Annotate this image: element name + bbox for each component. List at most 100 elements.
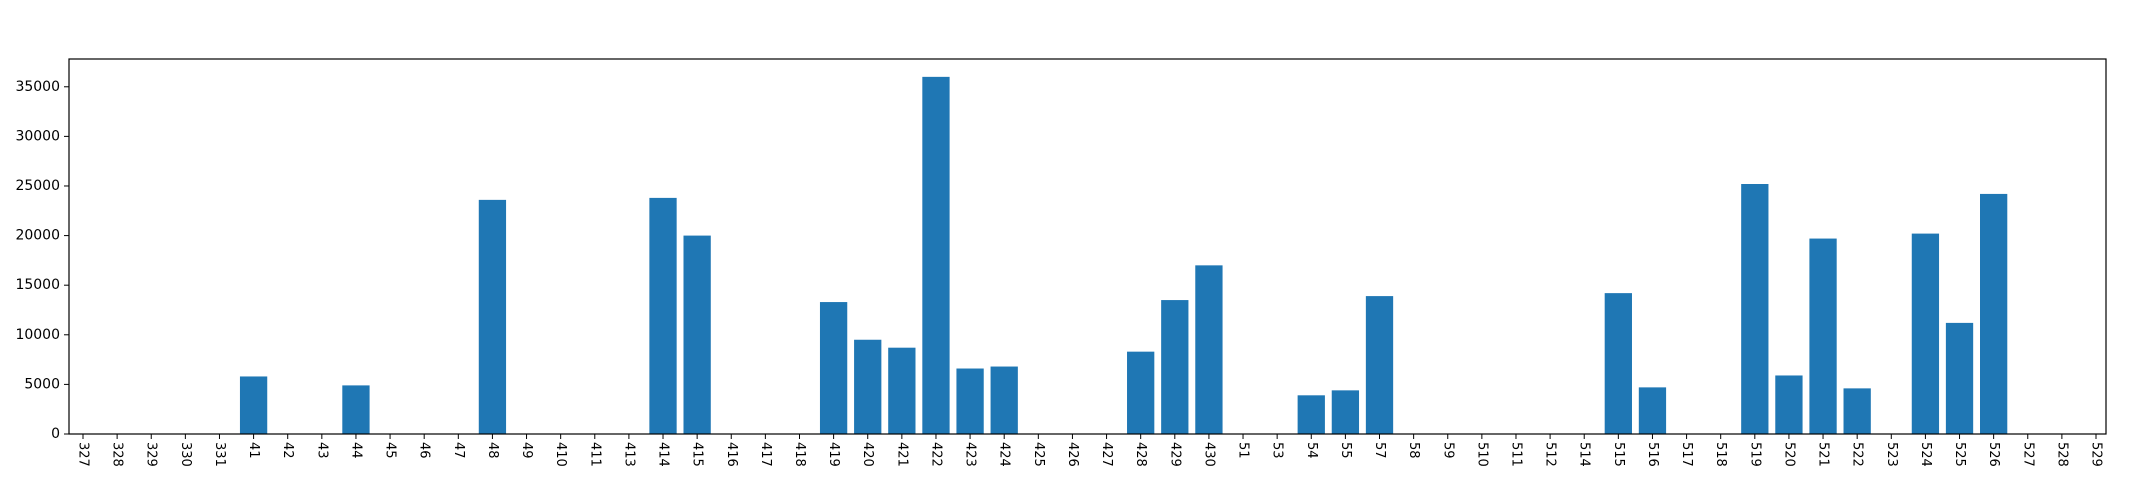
x-tick-label-418: 418 xyxy=(792,442,807,467)
x-tick-label-329: 329 xyxy=(144,442,159,467)
bar-424 xyxy=(990,366,1018,434)
x-axis: 327 328 329 330 331 41 42 43 44 45 46 47 48 49 410 411 4… xyxy=(76,434,2104,467)
x-tick-label-527: 527 xyxy=(2020,442,2035,467)
x-tick-label-525: 525 xyxy=(1952,442,1967,467)
x-tick-label-53: 53 xyxy=(1270,442,1285,459)
x-tick-label-523: 523 xyxy=(1884,442,1899,467)
y-tick-label-30000: 30000 xyxy=(15,128,60,144)
x-tick-label-519: 519 xyxy=(1747,442,1762,467)
bar-422 xyxy=(922,76,950,435)
bar-423 xyxy=(956,368,984,434)
x-tick-label-416: 416 xyxy=(724,442,739,467)
x-tick-label-44: 44 xyxy=(348,442,363,459)
x-tick-label-515: 515 xyxy=(1611,442,1626,467)
x-tick-label-46: 46 xyxy=(417,442,432,459)
x-tick-label-428: 428 xyxy=(1133,442,1148,467)
x-tick-label-51: 51 xyxy=(1236,442,1251,459)
x-tick-label-526: 526 xyxy=(1986,442,2001,467)
x-tick-label-426: 426 xyxy=(1065,442,1080,467)
x-tick-label-424: 424 xyxy=(997,442,1012,467)
bar-415 xyxy=(683,235,711,434)
bar-428 xyxy=(1127,351,1155,434)
bar-526 xyxy=(1980,193,2008,434)
x-tick-label-521: 521 xyxy=(1816,442,1831,467)
x-tick-label-57: 57 xyxy=(1372,442,1387,459)
bar-516 xyxy=(1638,387,1667,434)
x-tick-label-43: 43 xyxy=(314,442,329,459)
x-tick-label-47: 47 xyxy=(451,442,466,459)
x-tick-label-427: 427 xyxy=(1099,442,1114,467)
bar-520 xyxy=(1775,375,1803,434)
bar-414 xyxy=(649,197,677,434)
x-tick-label-45: 45 xyxy=(383,442,398,459)
x-tick-label-512: 512 xyxy=(1543,442,1558,467)
bar-524 xyxy=(1911,233,1940,434)
x-tick-label-425: 425 xyxy=(1031,442,1046,467)
bar-521 xyxy=(1809,238,1837,434)
x-tick-label-328: 328 xyxy=(110,442,125,467)
x-tick-label-55: 55 xyxy=(1338,442,1353,459)
bar-430 xyxy=(1195,265,1223,434)
x-tick-label-522: 522 xyxy=(1850,442,1865,467)
x-tick-label-429: 429 xyxy=(1167,442,1182,467)
bar-48 xyxy=(478,199,507,434)
bar-522 xyxy=(1843,388,1871,434)
x-tick-label-41: 41 xyxy=(246,442,261,459)
y-tick-label-35000: 35000 xyxy=(15,79,60,95)
x-tick-label-419: 419 xyxy=(826,442,841,467)
bar-57 xyxy=(1365,296,1394,434)
x-tick-label-514: 514 xyxy=(1577,442,1592,467)
bar-41 xyxy=(239,376,268,434)
y-tick-label-25000: 25000 xyxy=(15,178,60,194)
x-tick-label-410: 410 xyxy=(553,442,568,467)
bars-layer xyxy=(239,76,2008,435)
bar-420 xyxy=(854,339,882,434)
x-tick-label-421: 421 xyxy=(894,442,909,467)
x-tick-label-327: 327 xyxy=(76,442,91,467)
x-tick-label-524: 524 xyxy=(1918,442,1933,467)
x-tick-label-59: 59 xyxy=(1440,442,1455,459)
x-tick-label-510: 510 xyxy=(1474,442,1489,467)
bar-44 xyxy=(342,385,370,434)
x-tick-label-518: 518 xyxy=(1713,442,1728,467)
x-tick-label-528: 528 xyxy=(2054,442,2069,467)
bar-525 xyxy=(1945,322,1974,434)
y-tick-label-5000: 5000 xyxy=(24,376,60,392)
x-tick-label-413: 413 xyxy=(621,442,636,467)
x-tick-label-420: 420 xyxy=(860,442,875,467)
bar-429 xyxy=(1161,300,1189,434)
x-tick-label-331: 331 xyxy=(212,442,227,467)
bar-515 xyxy=(1604,293,1632,434)
x-tick-label-42: 42 xyxy=(280,442,295,459)
bar-421 xyxy=(888,347,916,434)
x-tick-label-430: 430 xyxy=(1201,442,1216,467)
x-tick-label-414: 414 xyxy=(656,442,671,467)
x-tick-label-417: 417 xyxy=(758,442,773,467)
y-tick-label-0: 0 xyxy=(51,426,60,442)
x-tick-label-516: 516 xyxy=(1645,442,1660,467)
bar-55 xyxy=(1331,390,1360,434)
bar-419 xyxy=(819,302,848,434)
y-axis: 0 5000 10000 15000 20000 25000 30000 35000 xyxy=(15,79,69,442)
plot-frame xyxy=(68,58,2107,435)
x-tick-label-48: 48 xyxy=(485,442,500,459)
x-tick-label-529: 529 xyxy=(2089,442,2104,467)
x-tick-label-49: 49 xyxy=(519,442,534,459)
bar-519 xyxy=(1741,184,1769,434)
x-tick-label-54: 54 xyxy=(1304,442,1319,459)
x-tick-label-411: 411 xyxy=(587,442,602,467)
y-tick-label-20000: 20000 xyxy=(15,228,60,244)
x-tick-label-423: 423 xyxy=(963,442,978,467)
x-tick-label-511: 511 xyxy=(1508,442,1523,467)
x-tick-label-422: 422 xyxy=(928,442,943,467)
x-tick-label-58: 58 xyxy=(1406,442,1421,459)
bar-54 xyxy=(1297,395,1325,434)
y-tick-label-15000: 15000 xyxy=(15,277,60,293)
x-tick-label-330: 330 xyxy=(178,442,193,467)
x-tick-label-517: 517 xyxy=(1679,442,1694,467)
y-tick-label-10000: 10000 xyxy=(15,327,60,343)
x-tick-label-520: 520 xyxy=(1781,442,1796,467)
x-tick-label-415: 415 xyxy=(690,442,705,467)
